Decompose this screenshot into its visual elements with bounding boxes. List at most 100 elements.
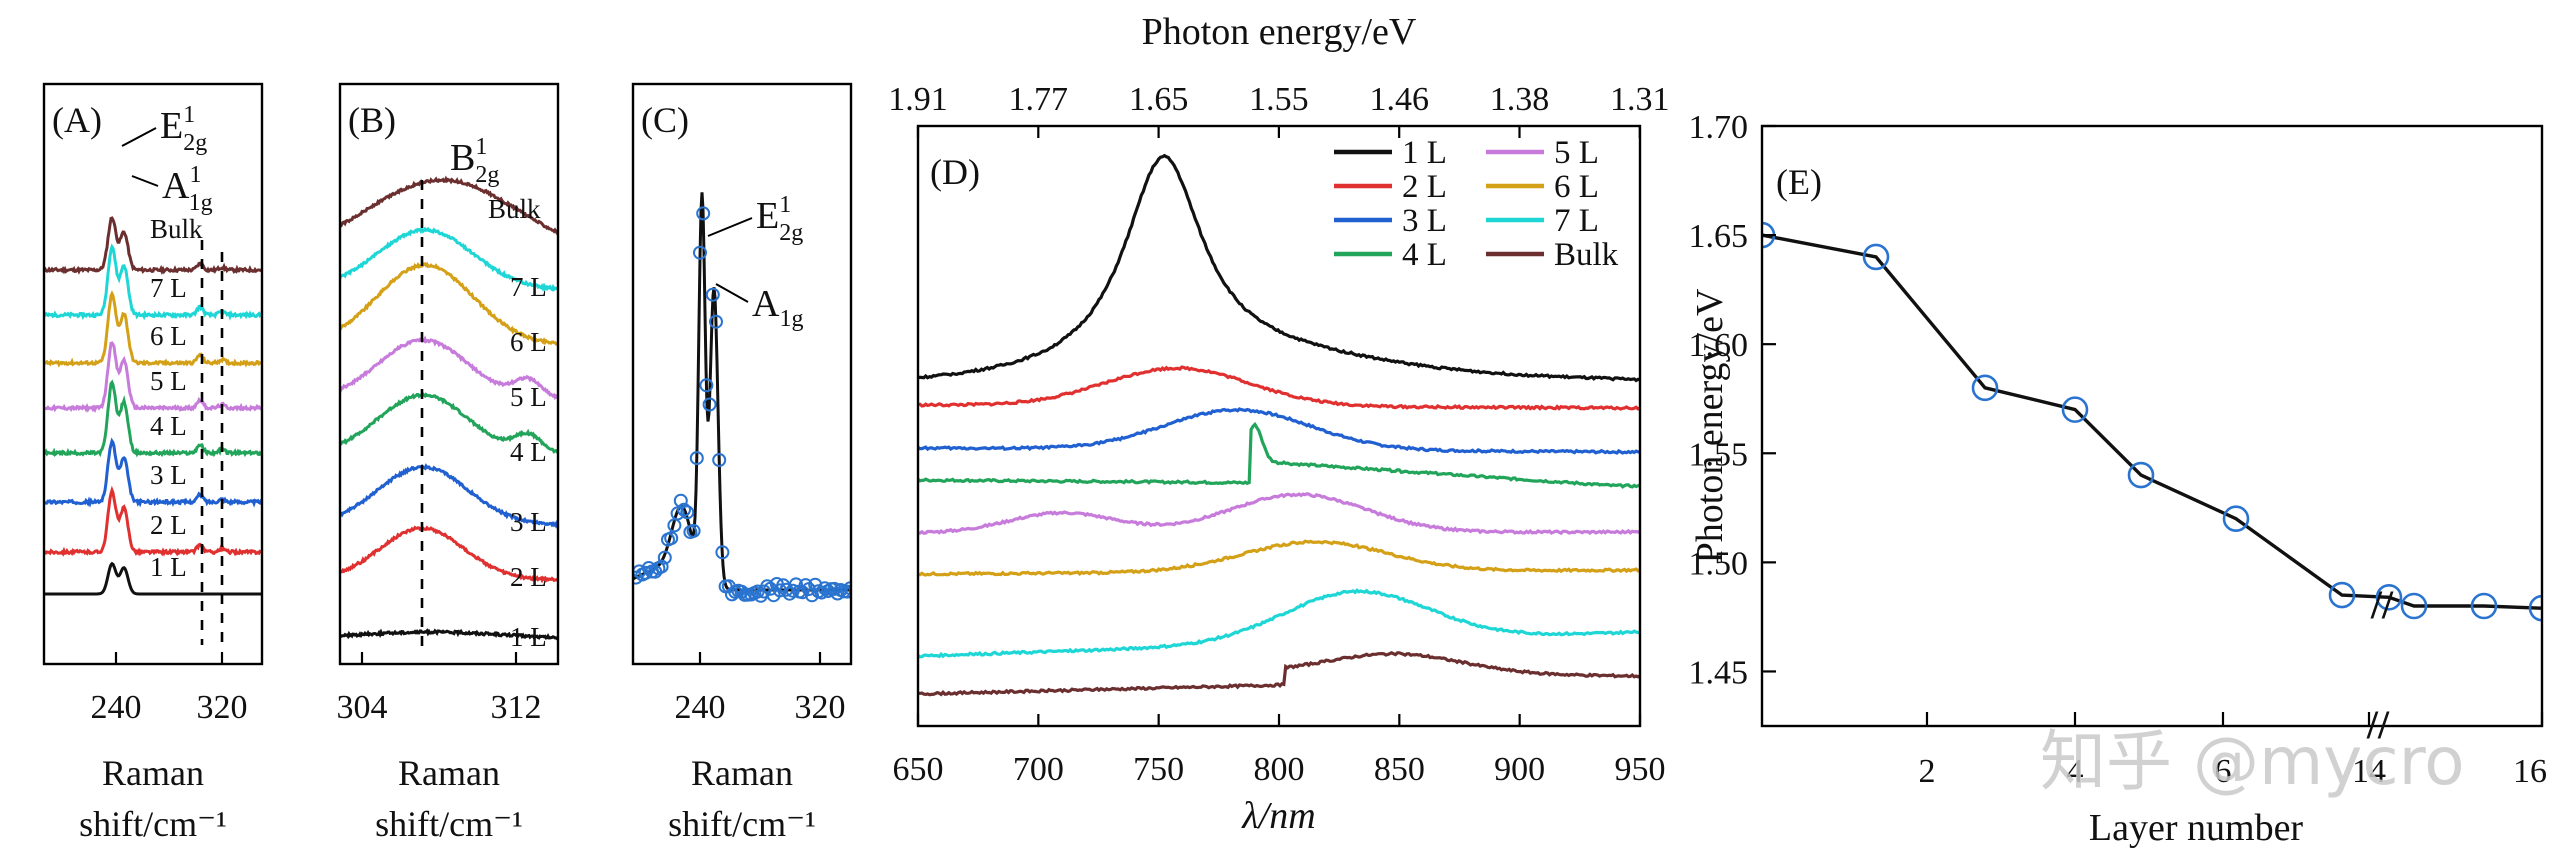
legend-label: 6 L	[1554, 169, 1599, 205]
panel-a-label: (A)	[52, 100, 102, 140]
panel-a-frame	[42, 82, 264, 666]
panel-a-xlabel-line2: shift/cm⁻¹	[79, 804, 227, 844]
panel-d-xtick-label: 850	[1374, 751, 1425, 788]
panel-d-series-line	[918, 492, 1640, 536]
panel-d-ticks: 650 700 750 800 850 900 950 1.91 1.77 1.65 1.55 1.4…	[888, 81, 1669, 788]
legend-label: 1 L	[1402, 135, 1447, 171]
panel-c-data-point	[657, 550, 672, 565]
panel-c-data-point	[699, 378, 714, 393]
panel-e-plot	[1762, 221, 2542, 622]
panel-c-fit-line	[633, 192, 851, 592]
panel-b-series-label: Bulk	[488, 194, 541, 224]
legend-label: 7 L	[1554, 203, 1599, 239]
panel-e-break-mark-axis: //	[2366, 702, 2390, 747]
panel-b-series-label: 3 L	[510, 507, 547, 537]
panel-c-data-point	[760, 579, 775, 594]
panel-d-x2label: Photon energy/eV	[1142, 11, 1417, 53]
panel-b-series-line	[340, 261, 558, 346]
panel-a-series-label: 1 L	[150, 552, 187, 582]
panel-d-x2tick-label: 1.31	[1610, 81, 1670, 118]
panel-a-peak-e: E1 2g	[160, 102, 207, 156]
legend-label: 3 L	[1402, 203, 1447, 239]
panel-a-peak-a: A1 1g	[162, 162, 213, 216]
panel-a-series-label: 2 L	[150, 510, 187, 540]
panel-d-x2tick-label: 1.91	[888, 81, 948, 118]
panel-a-xlabel-line1: Raman	[102, 753, 204, 793]
panel-e-data-point	[2222, 505, 2250, 533]
panel-e-ylabel: Photon energy/eV	[1689, 288, 1731, 563]
panel-e-data-point	[2528, 594, 2542, 622]
panel-b-xlabel-line1: Raman	[398, 753, 500, 793]
panel-e-ticks: 1.70 1.65 1.60 1.55 1.50 1.45 2 4 6 14 16 // //	[1689, 109, 2548, 790]
panel-d-xtick-label: 800	[1254, 751, 1305, 788]
panel-a-series-line	[44, 216, 262, 276]
panel-a-series-line	[44, 485, 262, 557]
panel-d-label: (D)	[930, 152, 980, 192]
panel-b-series-label: 6 L	[510, 327, 547, 357]
panel-b-series-line	[340, 463, 558, 529]
panel-a-series-label: 3 L	[150, 460, 187, 490]
panel-e-xtick-label: 6	[2215, 753, 2232, 790]
panel-d-series-line	[918, 539, 1640, 577]
panel-d-x2tick-label: 1.77	[1009, 81, 1069, 118]
panel-b-curves	[340, 175, 558, 641]
panel-a-series-label: 4 L	[150, 411, 187, 441]
panel-c-data-point	[677, 502, 691, 517]
panel-b-series-line	[340, 226, 558, 292]
panel-e-break-mark-plot: //	[2370, 582, 2394, 627]
panel-b-series-line	[340, 525, 558, 584]
panel-a-series-line	[44, 437, 262, 508]
panel-c-data-point	[712, 453, 727, 467]
panel-c-data-point	[673, 493, 688, 508]
panel-a-series-line	[44, 341, 262, 414]
panel-d-series-line	[918, 651, 1640, 697]
panel-d-xtick-label: 700	[1013, 751, 1064, 788]
panel-c-peak-e: E1 2g	[756, 192, 803, 246]
panel-c-xtick-label: 240	[675, 689, 726, 726]
panel-e-ytick-label: 1.50	[1689, 545, 1749, 582]
panel-e-frame	[1760, 124, 2544, 728]
panel-d-x2tick-label: 1.55	[1249, 81, 1309, 118]
panel-e: 1.701.651.601.551.501.452 4 6 14 16//// (E) …	[1689, 109, 2548, 849]
panel-a: Bulk 7 L 6 L 5 L 4 L 3 L 2 L 1 L 240 320 (A) Ra…	[42, 82, 264, 844]
panel-c-data-point	[705, 287, 720, 302]
panel-e-series-line	[1762, 233, 2542, 610]
panel-d: 650 700 750 800 850 900 950 1.91 1.77 1.65 1.55 1.4…	[888, 11, 1669, 837]
panel-b-series-line	[340, 392, 558, 454]
panel-c-peak-a: A1g	[752, 283, 803, 332]
panel-e-data-point	[2328, 581, 2356, 609]
panel-d-series-line	[918, 365, 1640, 411]
panel-a-series-label: 6 L	[150, 321, 187, 351]
panel-c: 240 320 (C) Raman shift/cm⁻¹ E1 2g A1g	[631, 82, 853, 844]
panel-a-series-labels: Bulk 7 L 6 L 5 L 4 L 3 L 2 L 1 L	[150, 214, 203, 582]
panel-c-xtick-label: 320	[795, 689, 846, 726]
panel-d-xtick-label: 950	[1615, 751, 1666, 788]
panel-c-data-point	[693, 245, 707, 260]
panel-b-peak-b: B1 2g	[450, 134, 499, 188]
panel-e-xtick-label: 16	[2513, 753, 2547, 790]
panel-d-series-line	[918, 153, 1640, 383]
panel-a-series-line	[44, 561, 262, 596]
legend-label: 5 L	[1554, 135, 1599, 171]
panel-c-curves	[633, 192, 851, 603]
panel-e-xlabel: Layer number	[2089, 807, 2304, 849]
panel-c-xlabel-line2: shift/cm⁻¹	[668, 804, 816, 844]
panel-e-ytick-label: 1.70	[1689, 109, 1749, 146]
panel-b-series-line	[340, 335, 558, 401]
panel-a-xtick-label: 240	[91, 689, 142, 726]
panel-d-x2tick-label: 1.46	[1369, 81, 1429, 118]
panel-c-data-point	[715, 545, 730, 560]
panel-a-series-label: 7 L	[150, 273, 187, 303]
panel-c-label: (C)	[641, 100, 689, 140]
panel-c-pointer-e	[707, 217, 753, 237]
panel-e-xtick-label: 4	[2067, 753, 2084, 790]
panel-c-data-point	[680, 505, 695, 520]
panel-a-series-label: Bulk	[150, 214, 203, 244]
panel-b-series-line	[340, 628, 558, 641]
legend-label: 4 L	[1402, 237, 1447, 273]
panel-e-data-point	[2061, 396, 2089, 423]
panel-e-ytick-label: 1.65	[1689, 218, 1749, 255]
panel-d-x2tick-label: 1.65	[1129, 81, 1189, 118]
